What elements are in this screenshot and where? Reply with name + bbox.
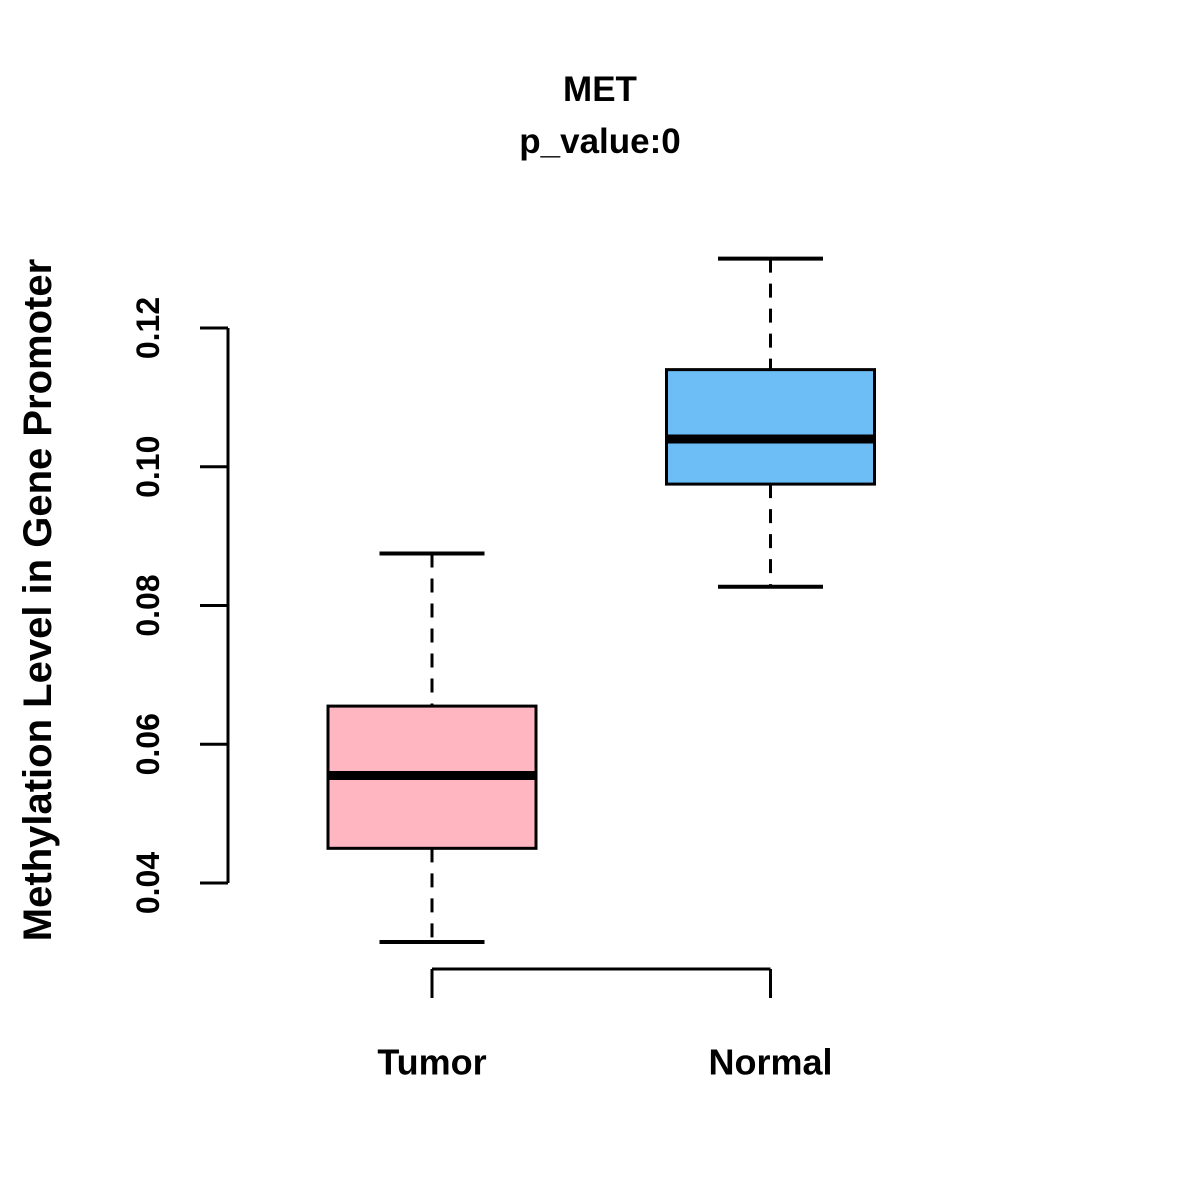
- y-tick-label: 0.08: [130, 574, 166, 636]
- y-tick-label: 0.10: [130, 436, 166, 498]
- y-tick-label: 0.06: [130, 713, 166, 775]
- x-group-label-normal: Normal: [708, 1042, 832, 1083]
- y-axis-title: Methylation Level in Gene Promoter: [16, 258, 60, 942]
- chart-title: MET: [563, 70, 637, 109]
- normal-box: [665, 368, 876, 486]
- y-tick-label: 0.04: [130, 852, 166, 914]
- y-tick-label: 0.12: [130, 297, 166, 359]
- x-group-label-tumor: Tumor: [377, 1042, 486, 1083]
- chart-subtitle: p_value:0: [519, 122, 681, 161]
